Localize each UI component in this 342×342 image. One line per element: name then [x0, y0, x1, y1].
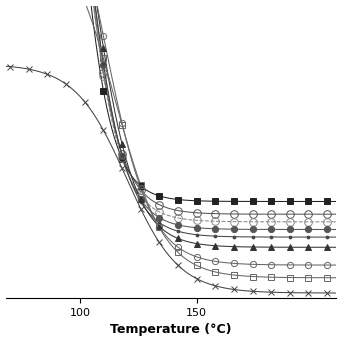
X-axis label: Temperature (°C): Temperature (°C): [110, 324, 232, 337]
